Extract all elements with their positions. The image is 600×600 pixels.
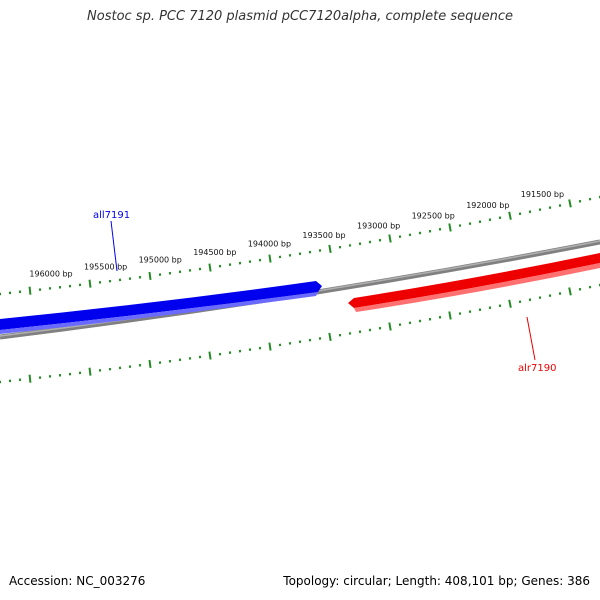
summary-text: Topology: circular; Length: 408,101 bp; … (283, 574, 590, 588)
ruler-label: 195000 bp (139, 256, 182, 265)
upper-ruler-major-tick (88, 279, 92, 288)
upper-ruler-major-tick (388, 234, 392, 243)
upper-ruler-ticks (0, 195, 600, 296)
lower-ruler-ticks (0, 283, 600, 384)
lower-ruler-major-tick (388, 322, 392, 331)
accession-text: Accession: NC_003276 (9, 574, 146, 588)
ruler-label: 193500 bp (302, 231, 345, 240)
ruler-label: 194000 bp (248, 240, 291, 249)
lower-ruler-major-tick (148, 359, 152, 369)
gene-alr7190-shadow (354, 263, 600, 312)
ruler-label: 192000 bp (466, 201, 509, 210)
ruler-label: 195500 bp (84, 263, 127, 272)
gene-all7191-label-line (110, 220, 118, 272)
upper-ruler-major-tick (328, 244, 332, 253)
ruler-label: 191500 bp (521, 190, 564, 199)
gene-label-all7191[interactable]: all7191 (93, 210, 130, 221)
ruler-label: 194500 bp (193, 248, 236, 257)
upper-ruler-minor-tick (588, 197, 592, 201)
gene-all7191[interactable] (0, 281, 322, 334)
lower-ruler-major-tick (28, 374, 32, 383)
upper-ruler-major-tick (208, 263, 212, 272)
lower-ruler-minor-tick (588, 285, 592, 289)
ruler-labels: 196000 bp 195500 bp 195000 bp 194500 bp 1940… (29, 190, 564, 278)
upper-ruler-major-tick (148, 271, 152, 281)
gene-all7191-shadow (0, 292, 318, 334)
map-title: Nostoc sp. PCC 7120 plasmid pCC7120alpha… (87, 9, 513, 24)
ruler-label: 192500 bp (412, 212, 455, 221)
lower-ruler-major-tick (508, 299, 512, 308)
ruler-label: 193000 bp (357, 221, 400, 230)
gene-alr7190-label-line (526, 316, 536, 361)
upper-ruler-major-tick (448, 223, 452, 232)
gene-all7191-body (0, 281, 322, 330)
upper-ruler-major-tick (28, 286, 32, 295)
lower-ruler-major-tick (268, 342, 272, 351)
upper-ruler-major-tick (568, 199, 572, 208)
lower-ruler-major-tick (88, 367, 92, 376)
lower-ruler-major-tick (568, 287, 572, 296)
gene-label-alr7190[interactable]: alr7190 (518, 363, 556, 374)
upper-ruler-major-tick (508, 211, 512, 220)
ruler-label: 196000 bp (29, 269, 72, 278)
upper-ruler-major-tick (268, 254, 272, 263)
lower-ruler-major-tick (448, 311, 452, 320)
lower-ruler-major-tick (208, 351, 212, 360)
gene-alr7190-body (348, 253, 600, 308)
gene-alr7190[interactable] (348, 253, 600, 312)
lower-ruler-major-tick (328, 332, 332, 341)
